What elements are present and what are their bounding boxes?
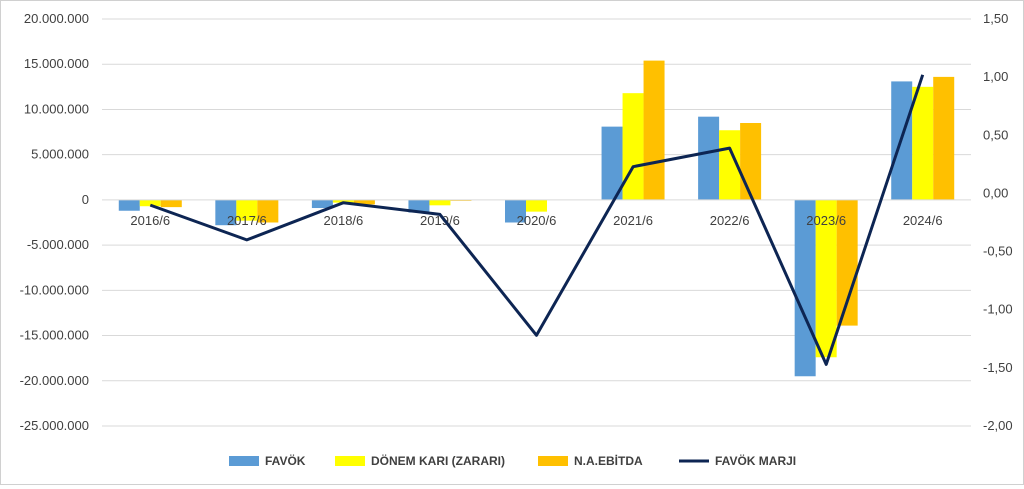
bar — [429, 199, 451, 206]
gridlines — [102, 18, 971, 427]
right-tick-label: 0,00 — [983, 185, 1008, 200]
category-label: 2024/6 — [903, 213, 943, 228]
category-labels: 2016/6 2017/6 2018/6 2019/6 2020/6 2021/6 2022… — [130, 213, 942, 228]
bar — [622, 93, 644, 200]
bar — [933, 76, 955, 200]
legend-label: FAVÖK MARJI — [715, 453, 796, 468]
right-tick-label: 1,00 — [983, 69, 1008, 84]
legend-swatch — [335, 456, 365, 466]
left-tick-label: 5.000.000 — [31, 147, 89, 162]
category-label: 2020/6 — [517, 213, 557, 228]
bar — [505, 199, 526, 223]
left-tick-label: -15.000.000 — [20, 328, 89, 343]
legend-label: FAVÖK — [265, 453, 306, 468]
bar — [815, 199, 837, 358]
bar — [698, 116, 720, 200]
left-axis-ticks: 20.000.000 15.000.000 10.000.000 5.000.000 0… — [20, 11, 89, 433]
bar — [257, 199, 279, 223]
bar — [118, 199, 140, 211]
right-tick-label: -0,50 — [983, 244, 1013, 259]
favok-marji-line — [149, 74, 925, 366]
bar — [311, 199, 333, 209]
bar — [160, 199, 182, 208]
legend-label: N.A.EBİTDA — [574, 453, 643, 468]
line-series — [149, 74, 925, 366]
left-tick-label: -10.000.000 — [20, 282, 89, 297]
bar — [139, 199, 161, 207]
bar — [740, 123, 762, 200]
right-axis-ticks: 1,50 1,00 0,50 0,00 -0,50 -1,00 -1,50 -2,00 — [983, 11, 1013, 433]
bar — [526, 199, 547, 212]
category-label: 2022/6 — [710, 213, 750, 228]
bar — [353, 199, 375, 205]
legend-label: DÖNEM KARI (ZARARI) — [371, 453, 505, 468]
left-tick-label: 20.000.000 — [24, 11, 89, 26]
right-tick-label: -2,00 — [983, 418, 1013, 433]
category-label: 2016/6 — [130, 213, 170, 228]
bar — [836, 199, 858, 326]
right-tick-label: 1,50 — [983, 11, 1008, 26]
bar — [912, 86, 934, 200]
bar — [408, 199, 430, 213]
right-tick-label: 0,50 — [983, 127, 1008, 142]
bar — [601, 126, 623, 200]
category-label: 2021/6 — [613, 213, 653, 228]
right-tick-label: -1,00 — [983, 302, 1013, 317]
category-label: 2017/6 — [227, 213, 267, 228]
left-tick-label: 0 — [82, 192, 89, 207]
legend-swatch — [538, 456, 568, 466]
left-tick-label: -20.000.000 — [20, 373, 89, 388]
legend: FAVÖK DÖNEM KARI (ZARARI) N.A.EBİTDA FAVÖK … — [229, 453, 796, 468]
bar — [236, 199, 258, 221]
left-tick-label: 10.000.000 — [24, 101, 89, 116]
category-label: 2023/6 — [806, 213, 846, 228]
left-tick-label: -25.000.000 — [20, 418, 89, 433]
bar — [643, 60, 665, 200]
left-tick-label: 15.000.000 — [24, 56, 89, 71]
left-tick-label: -5.000.000 — [27, 237, 89, 252]
bar-series — [118, 60, 955, 377]
legend-swatch — [229, 456, 259, 466]
category-label: 2018/6 — [324, 213, 364, 228]
bar — [215, 199, 237, 226]
right-tick-label: -1,50 — [983, 360, 1013, 375]
category-label: 2019/6 — [420, 213, 460, 228]
